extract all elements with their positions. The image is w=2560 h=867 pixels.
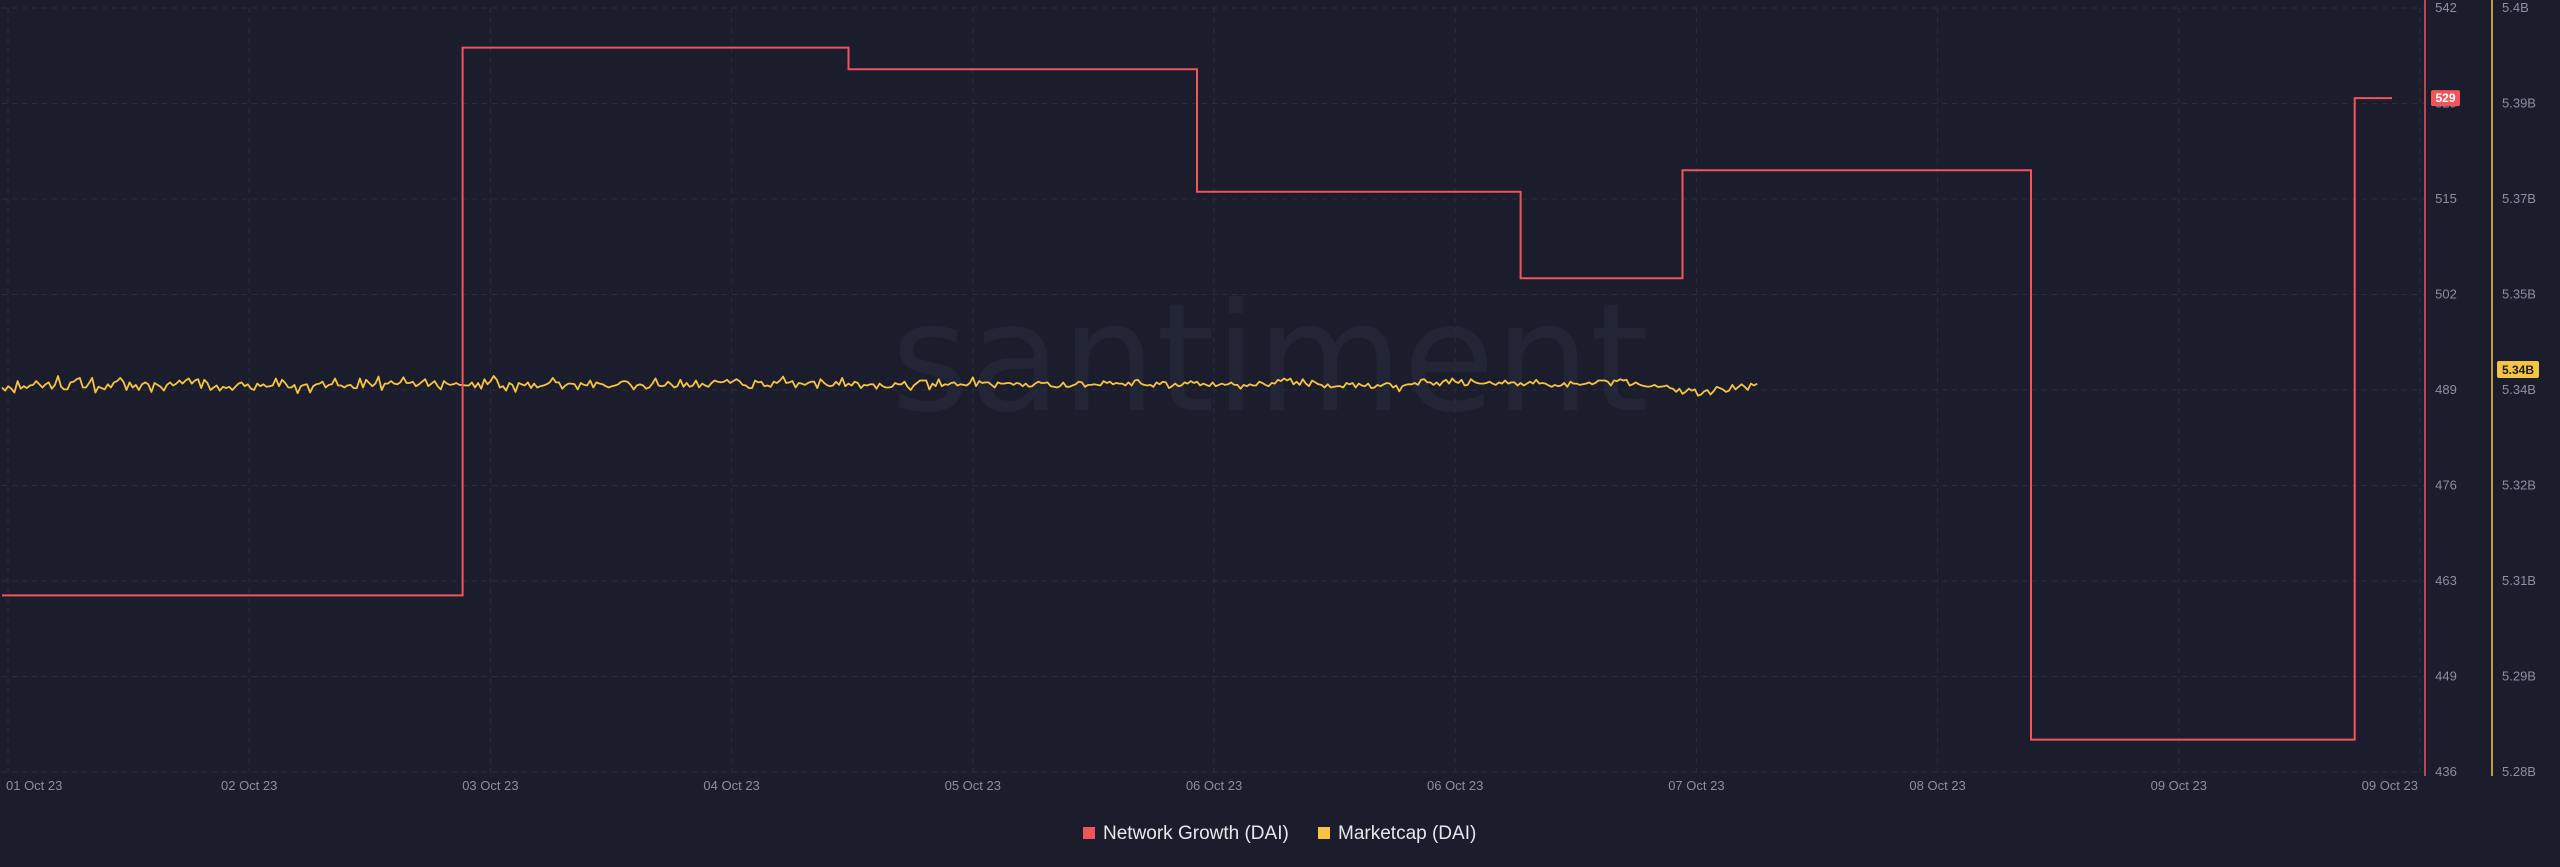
x-tick-label: 03 Oct 23 xyxy=(462,778,518,793)
marketcap-value-label: 5.34B xyxy=(2502,363,2534,377)
x-tick-label: 09 Oct 23 xyxy=(2362,778,2418,793)
right-y-tick-label: 5.39B xyxy=(2502,96,2536,111)
right-y-tick-label: 5.32B xyxy=(2502,478,2536,493)
x-tick-label: 07 Oct 23 xyxy=(1668,778,1724,793)
left-y-tick-label: 476 xyxy=(2435,478,2457,493)
network-growth-line xyxy=(2,46,2392,741)
right-y-tick-label: 5.34B xyxy=(2502,382,2536,397)
left-y-tick-label: 463 xyxy=(2435,573,2457,588)
right-y-tick-label: 5.29B xyxy=(2502,669,2536,684)
x-axis: 01 Oct 23 02 Oct 23 03 Oct 23 04 Oct 23 05 O… xyxy=(6,778,2418,793)
left-y-tick-label: 502 xyxy=(2435,287,2457,302)
right-y-tick-label: 5.28B xyxy=(2502,764,2536,779)
legend-label-network-growth: Network Growth (DAI) xyxy=(1103,823,1289,844)
x-tick-label: 02 Oct 23 xyxy=(221,778,277,793)
right-y-tick-label: 5.4B xyxy=(2502,0,2529,15)
left-y-tick-label: 436 xyxy=(2435,764,2457,779)
x-tick-label: 04 Oct 23 xyxy=(703,778,759,793)
legend-label-marketcap: Marketcap (DAI) xyxy=(1338,823,1476,844)
santiment-watermark: santiment xyxy=(891,272,1649,446)
left-y-tick-label: 515 xyxy=(2435,191,2457,206)
x-tick-label: 06 Oct 23 xyxy=(1186,778,1242,793)
legend[interactable]: Network Growth (DAI) Marketcap (DAI) xyxy=(1083,823,1476,844)
right-y-tick-label: 5.35B xyxy=(2502,287,2536,302)
series-layer xyxy=(1,46,2392,741)
left-y-tick-label: 449 xyxy=(2435,669,2457,684)
x-tick-label: 09 Oct 23 xyxy=(2151,778,2207,793)
left-y-axis: 542 529 515 502 489 476 463 449 436 xyxy=(2435,0,2457,779)
network-growth-value-tag xyxy=(2431,90,2460,107)
x-tick-label: 08 Oct 23 xyxy=(1909,778,1965,793)
legend-swatch-marketcap xyxy=(1318,827,1330,839)
x-tick-label: 05 Oct 23 xyxy=(945,778,1001,793)
marketcap-line xyxy=(1,375,1758,397)
legend-swatch-network-growth xyxy=(1083,827,1095,839)
left-y-tick-label: 542 xyxy=(2435,0,2457,15)
current-value-tags: 529 5.34B xyxy=(2431,90,2539,378)
network-growth-value-label: 529 xyxy=(2435,91,2455,105)
right-y-tick-label: 5.31B xyxy=(2502,573,2536,588)
left-y-tick-label: 489 xyxy=(2435,382,2457,397)
right-y-axis: 5.4B 5.39B 5.37B 5.35B 5.34B 5.32B 5.31B 5.29B 5… xyxy=(2502,0,2536,779)
right-y-tick-label: 5.37B xyxy=(2502,191,2536,206)
marketcap-value-tag xyxy=(2497,361,2539,378)
grid-lines xyxy=(2,0,2493,776)
x-tick-label: 06 Oct 23 xyxy=(1427,778,1483,793)
x-tick-label: 01 Oct 23 xyxy=(6,778,62,793)
